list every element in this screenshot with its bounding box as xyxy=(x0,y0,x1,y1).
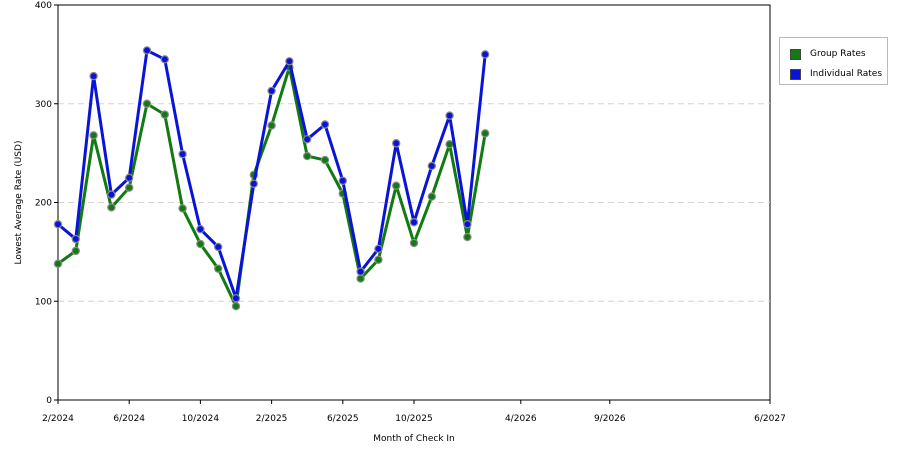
data-point-group-rates xyxy=(427,192,436,201)
y-tick-label: 400 xyxy=(35,1,52,11)
legend-item-individual-rates: Individual Rates xyxy=(790,68,882,80)
data-point-individual-rates xyxy=(392,139,401,148)
x-tick-label: 9/2026 xyxy=(594,414,626,424)
data-point-individual-rates xyxy=(89,71,98,81)
x-tick-label: 6/2025 xyxy=(327,414,359,424)
data-point-individual-rates xyxy=(178,149,187,159)
y-tick-label: 0 xyxy=(46,396,52,406)
data-point-group-rates xyxy=(356,274,365,283)
legend-label-group-rates: Group Rates xyxy=(810,49,866,59)
data-point-individual-rates xyxy=(196,224,205,234)
data-point-individual-rates xyxy=(285,57,294,66)
data-point-individual-rates xyxy=(427,161,436,171)
data-point-individual-rates xyxy=(124,173,134,183)
data-point-group-rates xyxy=(213,264,223,273)
data-point-group-rates xyxy=(463,232,472,242)
y-tick-label: 300 xyxy=(35,100,52,110)
data-point-group-rates xyxy=(445,140,454,149)
data-point-group-rates xyxy=(53,259,63,268)
x-tick-label: 10/2025 xyxy=(395,414,432,424)
data-point-individual-rates xyxy=(213,242,223,252)
data-point-group-rates xyxy=(178,204,187,213)
x-tick-label: 4/2026 xyxy=(505,414,537,424)
data-point-group-rates xyxy=(142,99,152,108)
legend-item-group-rates: Group Rates xyxy=(790,48,866,60)
data-point-individual-rates xyxy=(374,244,383,254)
data-point-individual-rates xyxy=(409,218,419,227)
x-tick-label: 6/2024 xyxy=(113,414,145,424)
data-point-individual-rates xyxy=(107,190,116,199)
data-point-individual-rates xyxy=(71,234,81,244)
y-axis-title: Lowest Average Rate (USD) xyxy=(14,141,24,265)
data-point-group-rates xyxy=(409,238,419,248)
data-point-individual-rates xyxy=(53,220,63,229)
data-point-group-rates xyxy=(71,246,81,256)
x-tick-label: 2/2024 xyxy=(42,414,74,424)
data-point-individual-rates xyxy=(249,179,258,188)
data-point-individual-rates xyxy=(231,294,241,303)
data-point-individual-rates xyxy=(267,86,276,96)
data-point-individual-rates xyxy=(356,267,365,276)
x-tick-label: 10/2024 xyxy=(182,414,220,424)
data-point-group-rates xyxy=(374,255,383,264)
data-point-individual-rates xyxy=(463,220,472,229)
data-point-group-rates xyxy=(124,183,134,192)
data-point-group-rates xyxy=(196,239,205,249)
x-axis-title: Month of Check In xyxy=(373,434,455,444)
data-point-individual-rates xyxy=(303,135,312,144)
data-point-group-rates xyxy=(89,131,98,140)
data-point-individual-rates xyxy=(320,120,330,129)
data-point-individual-rates xyxy=(338,176,347,185)
data-point-group-rates xyxy=(392,181,401,190)
legend-swatch-individual-rates xyxy=(790,68,801,80)
legend-swatch-group-rates xyxy=(790,48,801,60)
x-tick-label: 2/2025 xyxy=(256,414,288,424)
data-point-group-rates xyxy=(303,151,312,161)
data-point-individual-rates xyxy=(160,55,169,64)
data-point-group-rates xyxy=(481,129,490,138)
x-tick-label: 6/2027 xyxy=(754,414,786,424)
data-point-group-rates xyxy=(267,121,276,130)
data-point-individual-rates xyxy=(445,111,454,120)
data-point-group-rates xyxy=(231,301,241,311)
data-point-individual-rates xyxy=(142,46,152,55)
legend: Group Rates Individual Rates xyxy=(779,37,888,85)
legend-label-individual-rates: Individual Rates xyxy=(810,69,883,79)
data-point-group-rates xyxy=(107,203,116,212)
y-tick-label: 100 xyxy=(35,297,52,307)
data-point-individual-rates xyxy=(481,50,490,59)
data-point-group-rates xyxy=(160,110,169,119)
data-point-group-rates xyxy=(320,155,330,165)
y-tick-label: 200 xyxy=(35,199,52,209)
